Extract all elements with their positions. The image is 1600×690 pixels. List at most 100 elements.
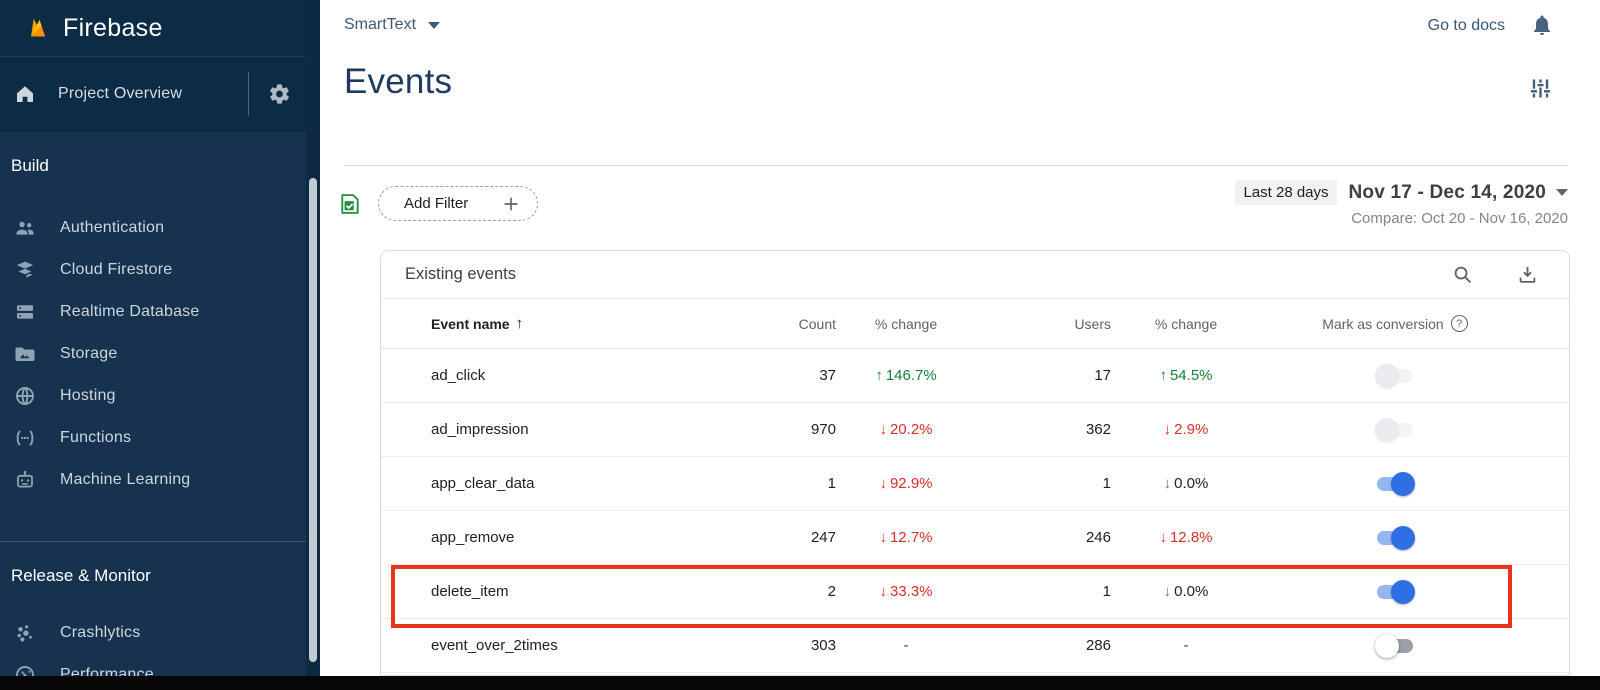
event-name-cell: delete_item — [431, 583, 509, 600]
sidebar-scrollbar[interactable] — [306, 0, 320, 676]
go-to-docs-link[interactable]: Go to docs — [1427, 17, 1505, 34]
event-name-cell: ad_impression — [431, 421, 529, 438]
table-row[interactable]: ad_impression 970 ↓ 20.2% 362 ↓ 2.9% — [381, 403, 1569, 457]
date-range-picker[interactable]: Nov 17 - Dec 14, 2020 — [1349, 182, 1568, 204]
scrollbar-thumb[interactable] — [309, 178, 317, 662]
count-cell: 303 — [810, 637, 836, 654]
change-arrow-icon: ↓ — [1163, 475, 1172, 492]
table-row[interactable]: app_remove 247 ↓ 12.7% 246 ↓ 12.8% — [381, 511, 1569, 565]
sidebar-item-machine-learning[interactable]: Machine Learning — [0, 459, 306, 501]
event-name-cell: app_clear_data — [431, 475, 535, 492]
sidebar-item-database[interactable]: Realtime Database — [0, 291, 306, 333]
tune-filter-icon[interactable] — [1527, 75, 1554, 102]
window-bottom-bar — [0, 676, 1600, 690]
mark-as-conversion-toggle[interactable] — [1375, 417, 1415, 443]
count-change-cell: ↑ 146.7% — [875, 367, 937, 384]
sidebar-item-crashlytics[interactable]: Crashlytics — [0, 612, 306, 654]
plus-icon — [500, 193, 522, 215]
column-users[interactable]: Users — [1074, 315, 1111, 332]
functions-icon — [13, 426, 37, 450]
column-mark-as-conversion: Mark as conversion — [1261, 315, 1529, 332]
crashlytics-icon — [13, 621, 37, 645]
sidebar-section-label: Release & Monitor — [11, 566, 151, 585]
change-arrow-icon: ↓ — [879, 583, 887, 600]
card-title: Existing events — [405, 265, 516, 283]
range-badge: Last 28 days — [1235, 180, 1337, 205]
event-name-cell: app_remove — [431, 529, 515, 546]
sidebar-item-functions[interactable]: Functions — [0, 417, 306, 459]
sidebar-section-label: Build — [11, 156, 49, 175]
event-name-cell: ad_click — [431, 367, 486, 384]
existing-events-card: Existing events Event name Count % chang… — [380, 250, 1570, 676]
count-change-cell: - — [903, 637, 909, 654]
bell-icon[interactable] — [1530, 13, 1554, 37]
sidebar-item-users[interactable]: Authentication — [0, 207, 306, 249]
column-count[interactable]: Count — [798, 315, 836, 332]
date-range-block: Last 28 days Nov 17 - Dec 14, 2020 Compa… — [1235, 180, 1568, 227]
machine-learning-icon — [13, 468, 37, 492]
users-change-cell: ↓ 0.0% — [1163, 475, 1209, 492]
users-change-cell: - — [1183, 637, 1189, 654]
users-change-cell: ↓ 2.9% — [1163, 421, 1209, 438]
home-icon — [13, 82, 37, 106]
users-cell: 1 — [1102, 583, 1111, 600]
users-icon — [13, 216, 37, 240]
users-cell: 362 — [1085, 421, 1111, 438]
sort-ascending-icon — [516, 315, 524, 332]
help-icon[interactable] — [1450, 315, 1468, 332]
sidebar-item-list: Authentication Cloud Firestore Realtime … — [0, 207, 306, 501]
count-cell: 970 — [810, 421, 836, 438]
divider — [0, 541, 306, 542]
mark-as-conversion-toggle[interactable] — [1375, 363, 1415, 389]
sidebar-nav: Build Authentication Cloud Firestore Rea… — [0, 154, 306, 676]
column-users-change[interactable]: % change — [1154, 315, 1218, 332]
database-icon — [13, 300, 37, 324]
column-event-name[interactable]: Event name — [431, 315, 751, 332]
chevron-down-icon — [1556, 189, 1568, 196]
table-row[interactable]: delete_item 2 ↓ 33.3% 1 ↓ 0.0% — [381, 565, 1569, 619]
change-arrow-icon: ↓ — [879, 475, 887, 492]
mark-as-conversion-toggle[interactable] — [1375, 525, 1415, 551]
mark-as-conversion-toggle[interactable] — [1375, 579, 1415, 605]
chevron-down-icon — [428, 21, 441, 29]
count-cell: 247 — [810, 529, 836, 546]
change-arrow-icon: ↓ — [1163, 583, 1172, 600]
count-cell: 2 — [827, 583, 836, 600]
sidebar-item-firestore[interactable]: Cloud Firestore — [0, 249, 306, 291]
add-filter-button[interactable]: Add Filter — [378, 186, 538, 221]
sidebar-item-project-overview[interactable]: Project Overview — [0, 57, 306, 131]
page-title: Events — [344, 62, 453, 101]
storage-icon — [13, 342, 37, 366]
divider — [344, 165, 1568, 166]
project-picker[interactable]: SmartText — [344, 16, 441, 34]
users-change-cell: ↓ 0.0% — [1163, 583, 1209, 600]
download-icon[interactable] — [1516, 263, 1539, 286]
main-content: SmartText Go to docs Events Add Filter L… — [320, 0, 1600, 676]
table-row[interactable]: app_clear_data 1 ↓ 92.9% 1 ↓ 0.0% — [381, 457, 1569, 511]
users-change-cell: ↑ 54.5% — [1159, 367, 1213, 384]
sidebar: Firebase Project Overview Build Authenti… — [0, 0, 306, 676]
date-range-label: Nov 17 - Dec 14, 2020 — [1348, 181, 1546, 203]
data-collection-ok-icon — [337, 191, 363, 217]
sidebar-item-performance[interactable]: Performance — [0, 654, 306, 676]
hosting-icon — [13, 384, 37, 408]
mark-as-conversion-toggle[interactable] — [1375, 471, 1415, 497]
compare-range-label: Compare: Oct 20 - Nov 16, 2020 — [1351, 210, 1568, 227]
firebase-logo[interactable]: Firebase — [0, 0, 306, 57]
brand-name: Firebase — [63, 13, 163, 42]
users-change-cell: ↓ 12.8% — [1159, 529, 1213, 546]
table-row[interactable]: ad_click 37 ↑ 146.7% 17 ↑ 54.5% — [381, 349, 1569, 403]
add-filter-label: Add Filter — [404, 195, 469, 212]
table-row[interactable]: event_over_2times 303 - 286 - — [381, 619, 1569, 673]
firebase-flame-icon — [24, 14, 52, 42]
change-arrow-icon: ↓ — [1163, 421, 1172, 438]
users-cell: 17 — [1094, 367, 1111, 384]
sidebar-item-storage[interactable]: Storage — [0, 333, 306, 375]
sidebar-item-hosting[interactable]: Hosting — [0, 375, 306, 417]
search-icon[interactable] — [1451, 263, 1474, 286]
change-arrow-icon: ↑ — [1159, 367, 1167, 384]
mark-as-conversion-toggle[interactable] — [1375, 633, 1415, 659]
count-change-cell: ↓ 20.2% — [879, 421, 933, 438]
gear-icon[interactable] — [268, 83, 291, 106]
column-count-change[interactable]: % change — [874, 315, 938, 332]
